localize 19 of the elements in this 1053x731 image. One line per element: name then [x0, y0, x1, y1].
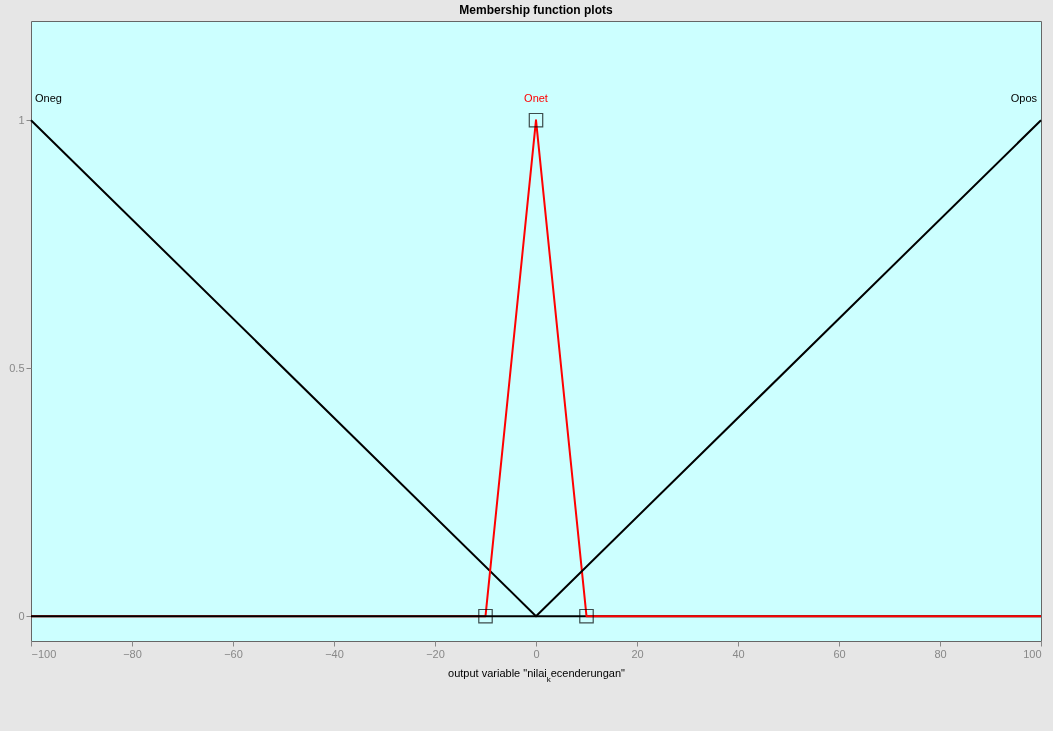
y-tick-label: 0.5	[9, 361, 25, 374]
x-axis-title: output variable "nilai$_{k}$ecenderungan"	[448, 666, 626, 683]
x-tick-label: 80	[934, 647, 947, 660]
x-tick-label: −60	[224, 647, 243, 660]
y-tick-label: 1	[18, 113, 25, 126]
x-tick-label: −40	[325, 647, 344, 660]
x-tick-label: −20	[426, 647, 445, 660]
x-tick-label: 0	[533, 647, 540, 660]
chart-title: Membership function plots	[459, 3, 613, 17]
series-label: Opos	[1010, 92, 1038, 105]
series-label: Oneg	[35, 92, 62, 105]
x-tick-label: 60	[833, 647, 846, 660]
series-label: Onet	[524, 92, 548, 105]
x-tick-label: −100	[31, 647, 57, 660]
x-tick-label: 100	[1023, 647, 1042, 660]
x-tick-label: 20	[631, 647, 644, 660]
x-tick-label: −80	[123, 647, 142, 660]
y-tick-label: 0	[18, 609, 25, 622]
x-tick-label: 40	[732, 647, 745, 660]
